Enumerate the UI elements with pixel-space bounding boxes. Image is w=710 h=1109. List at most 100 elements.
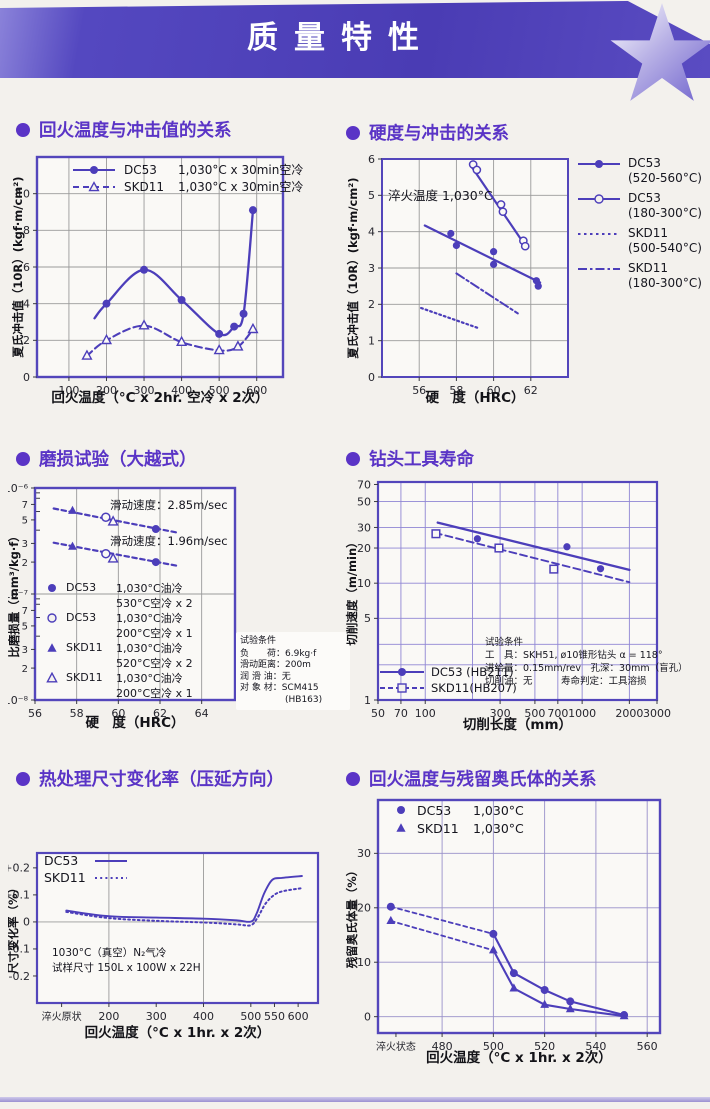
svg-text:600: 600 [288,1010,309,1023]
svg-text:+0.1: +0.1 [8,889,30,902]
svg-text:7: 7 [22,606,28,617]
svg-text:2: 2 [22,664,28,675]
svg-text:比磨损量（mm³/kg·f）: 比磨损量（mm³/kg·f） [8,530,21,657]
svg-text:20: 20 [357,542,371,555]
drill-test-conditions: 试验条件 工 具：SKH51, ø10锥形钻头 α = 118° 进给量：0.1… [485,637,688,687]
sliding-speed-annotation-2: 滑动速度：1.96m/sec [110,534,228,548]
svg-text:3: 3 [368,262,375,275]
chart6-legend: DC53 1,030°C SKD11 1,030°C [395,801,524,837]
svg-text:500: 500 [240,1010,261,1023]
svg-text:20: 20 [357,902,371,915]
svg-text:0: 0 [368,371,375,384]
svg-text:6: 6 [368,153,375,166]
svg-text:-0.2: -0.2 [9,970,30,983]
svg-text:2: 2 [368,298,375,311]
dashed-line-open-triangle-icon [73,180,115,191]
svg-text:6: 6 [23,261,30,274]
bullet-icon [16,122,30,137]
svg-text:70: 70 [357,478,371,491]
svg-text:硬 度（HRC）: 硬 度（HRC） [85,714,184,731]
chart4-plot: 50 70 100 300 500 700 1000 2000 3000 70 50 30 20 10 5 1… [345,478,671,733]
svg-text:300: 300 [134,384,155,397]
chart-tempering-vs-impact: 100 200 300 400 500 600 0 2 4 6 8 10 回火温度（°C x 2hr. … [8,148,333,416]
svg-text:5: 5 [364,612,371,625]
svg-text:0: 0 [23,916,30,929]
svg-text:+0.2: +0.2 [8,862,30,875]
svg-text:50: 50 [357,495,371,508]
svg-text:回火温度（°C x 2hr. 空冷 x 2次）: 回火温度（°C x 2hr. 空冷 x 2次） [51,389,268,406]
svg-text:0: 0 [23,371,30,384]
svg-text:5: 5 [22,516,28,527]
svg-text:回火温度（°C x 1hr. x 2次）: 回火温度（°C x 1hr. x 2次） [426,1049,612,1066]
svg-text:500: 500 [483,1040,504,1053]
solid-line-icon [95,859,127,862]
svg-text:520: 520 [534,1040,555,1053]
svg-text:50: 50 [371,707,385,720]
bullet-icon [16,451,30,466]
filled-circle-marker-icon [397,806,405,814]
svg-text:500: 500 [209,384,230,397]
svg-text:2: 2 [23,334,30,347]
bullet-icon [346,125,360,140]
svg-text:30: 30 [357,521,371,534]
bullet-icon [346,771,360,786]
svg-text:5: 5 [22,622,28,633]
filled-triangle-marker-icon [47,642,57,652]
svg-text:540: 540 [585,1040,606,1053]
svg-text:10⁻⁷: 10⁻⁷ [8,588,28,601]
svg-text:10: 10 [357,956,371,969]
filled-circle-marker-icon [48,583,56,592]
svg-text:尺寸变化率（%）: 尺寸变化率（%） [8,882,20,974]
svg-text:2000: 2000 [615,707,643,720]
wear-test-conditions: 试验条件 负 荷：6.9kg·f 滑动距离：200m 润 滑 油：无 对 象 材… [236,632,350,710]
svg-text:30: 30 [357,847,371,860]
chart-hardness-vs-impact: 56 58 60 62 0 1 2 3 4 5 6 硬 度（HRC） 夏氏冲击值（10R）(kgf·m/… [345,148,710,420]
bullet-icon [16,771,30,786]
open-triangle-marker-icon [46,671,58,682]
svg-text:3000: 3000 [643,707,671,720]
dotted-line-icon [95,876,127,879]
svg-text:8: 8 [23,224,30,237]
chart-wear-test: 56 58 60 62 64 10⁻⁶ 7 5 3 2 10⁻⁷ 7 5 3 2 10⁻⁸ 硬 度（HRC） 比磨… [8,470,350,750]
quench-temp-annotation: 淬火温度 1,030°C [388,188,493,203]
section-title-4: 钻头工具寿命 [346,446,474,471]
bullet-icon [346,451,360,466]
svg-text:56: 56 [28,707,42,720]
svg-text:560: 560 [637,1040,658,1053]
svg-text:淬火原状: 淬火原状 [42,1010,82,1023]
svg-text:3: 3 [22,539,28,550]
svg-text:62: 62 [524,384,538,397]
footer-bar [0,1097,710,1102]
svg-text:64: 64 [195,707,209,720]
svg-text:1000: 1000 [568,707,596,720]
svg-text:56: 56 [412,384,426,397]
svg-text:3: 3 [22,645,28,656]
chart4-legend: DC53 (HB211) SKD11(HB207) [379,664,517,696]
svg-text:硬 度（HRC）: 硬 度（HRC） [425,389,524,406]
svg-text:62: 62 [153,707,167,720]
svg-text:淬火状态: 淬火状态 [376,1040,416,1053]
svg-text:58: 58 [70,707,84,720]
svg-text:7: 7 [22,500,28,511]
svg-text:60: 60 [111,707,125,720]
svg-text:60: 60 [487,384,501,397]
dashdot-line-icon [578,267,620,270]
svg-text:400: 400 [193,1010,214,1023]
solid-line-filled-circle-icon [578,159,620,168]
svg-text:200: 200 [96,384,117,397]
sliding-speed-annotation-1: 滑动速度：2.85m/sec [110,498,228,512]
svg-text:700: 700 [547,707,568,720]
svg-text:10⁻⁶: 10⁻⁶ [8,482,29,495]
svg-text:10: 10 [357,577,371,590]
svg-text:夏氏冲击值（10R）(kgf·m/cm²): 夏氏冲击值（10R）(kgf·m/cm²) [346,177,360,358]
section-title-3: 磨损试验（大越式） [16,446,197,471]
svg-text:10: 10 [16,187,30,200]
chart3-plot: 56 58 60 62 64 10⁻⁶ 7 5 3 2 10⁻⁷ 7 5 3 2 10⁻⁸ 硬 度（HRC） 比磨… [8,482,237,731]
svg-text:切削长度（mm）: 切削长度（mm） [463,716,572,733]
section-title-1: 回火温度与冲击值的关系 [16,117,232,142]
svg-text:58: 58 [449,384,463,397]
solid-line-open-circle-icon [578,193,620,204]
